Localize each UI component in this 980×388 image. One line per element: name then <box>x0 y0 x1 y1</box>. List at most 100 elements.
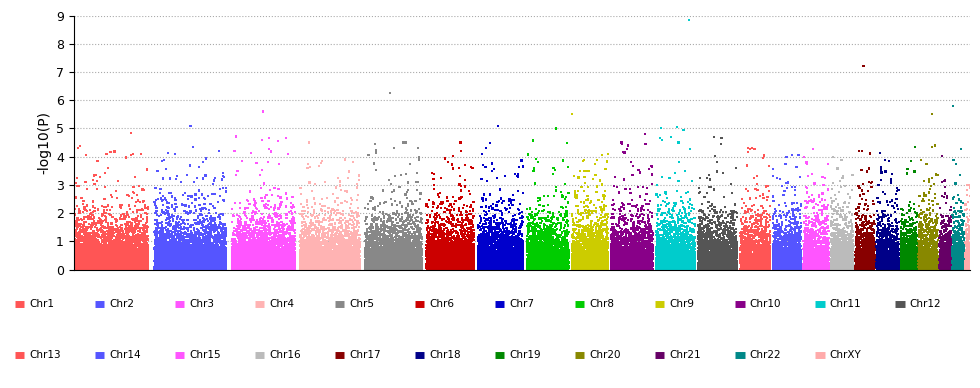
Point <box>408 256 423 263</box>
Point <box>524 251 540 257</box>
Point <box>758 264 773 270</box>
Point <box>548 247 564 253</box>
Point <box>741 257 757 263</box>
Point <box>860 235 876 241</box>
Point <box>377 249 393 255</box>
Point <box>522 242 538 248</box>
Point <box>250 266 266 272</box>
Point <box>749 218 764 224</box>
Point <box>401 237 416 243</box>
Point <box>459 257 474 263</box>
Point <box>710 253 725 259</box>
Point <box>424 227 440 233</box>
Point <box>940 260 956 266</box>
Point <box>296 263 312 269</box>
Point <box>213 251 228 258</box>
Point <box>954 264 969 270</box>
Point <box>595 266 611 272</box>
Point <box>936 241 952 248</box>
Point <box>849 253 864 259</box>
Point <box>772 234 788 241</box>
Point <box>370 250 386 256</box>
Point <box>935 245 951 251</box>
Point <box>782 262 798 268</box>
Point <box>421 234 437 241</box>
Point <box>176 242 192 249</box>
Point <box>616 236 632 242</box>
Point <box>546 211 562 217</box>
Point <box>411 263 426 269</box>
Point <box>904 257 919 263</box>
Point <box>531 266 547 272</box>
Point <box>298 261 314 267</box>
Point <box>471 233 487 239</box>
Point <box>903 239 918 245</box>
Point <box>325 244 341 250</box>
Point <box>241 265 257 271</box>
Point <box>579 247 595 253</box>
Point <box>472 262 488 268</box>
Point <box>583 245 599 251</box>
Point <box>442 261 458 267</box>
Point <box>568 266 584 272</box>
Point <box>558 243 573 249</box>
Point <box>738 237 754 243</box>
Point <box>843 240 858 246</box>
Point <box>653 253 668 260</box>
Point <box>681 248 697 254</box>
Point <box>311 260 326 267</box>
Point <box>434 266 450 272</box>
Point <box>652 239 667 245</box>
Point <box>906 256 921 262</box>
Point <box>172 253 187 260</box>
Point <box>523 261 539 267</box>
Point <box>801 245 816 251</box>
Point <box>778 262 794 268</box>
Point <box>894 254 909 260</box>
Point <box>339 254 355 260</box>
Point <box>921 256 937 262</box>
Point <box>502 265 517 271</box>
Point <box>407 246 422 252</box>
Point <box>710 255 725 261</box>
Point <box>759 262 774 268</box>
Point <box>631 264 647 270</box>
Point <box>170 246 185 252</box>
Point <box>782 264 798 270</box>
Point <box>884 266 900 272</box>
Point <box>921 244 937 250</box>
Point <box>215 257 230 263</box>
Point <box>73 242 88 248</box>
Point <box>90 266 106 272</box>
Point <box>122 265 137 271</box>
Point <box>883 223 899 229</box>
Point <box>536 262 552 268</box>
Point <box>864 240 880 246</box>
Point <box>367 262 382 268</box>
Point <box>884 257 900 263</box>
Point <box>256 239 271 245</box>
Point <box>881 255 897 262</box>
Point <box>804 259 819 265</box>
Point <box>484 255 500 261</box>
Point <box>306 265 321 272</box>
Point <box>958 263 974 269</box>
Point <box>381 266 397 272</box>
Point <box>359 267 374 273</box>
Point <box>97 260 113 266</box>
Point <box>541 263 557 269</box>
Point <box>588 265 604 272</box>
Point <box>658 263 673 269</box>
Point <box>316 258 331 264</box>
Point <box>455 218 470 224</box>
Point <box>819 265 835 271</box>
Point <box>281 244 297 250</box>
Point <box>918 237 934 244</box>
Point <box>438 260 454 266</box>
Point <box>693 250 709 256</box>
Point <box>878 265 894 271</box>
Point <box>722 220 738 226</box>
Point <box>158 257 173 263</box>
Point <box>670 255 686 261</box>
Point <box>402 251 417 257</box>
